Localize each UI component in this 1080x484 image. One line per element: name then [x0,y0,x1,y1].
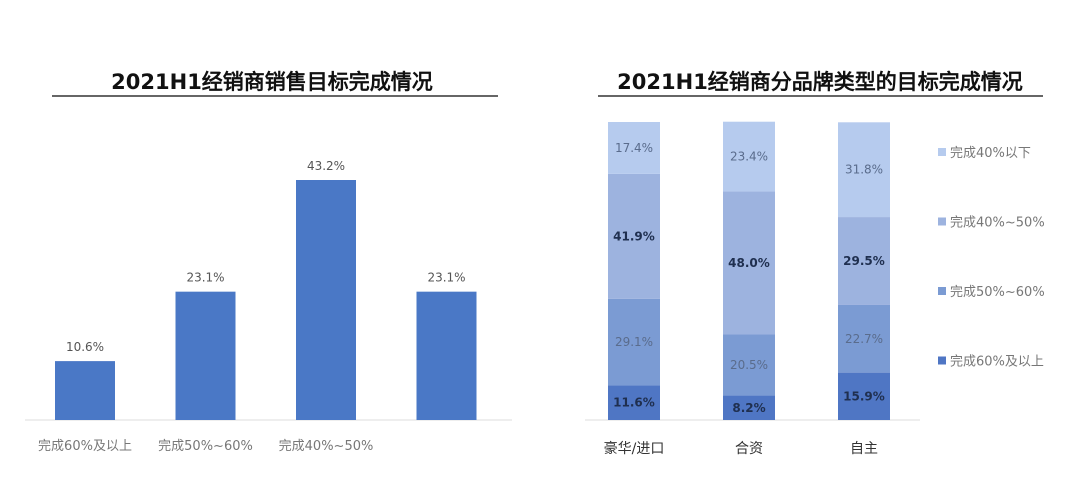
stacked-segment [838,372,890,420]
x-tick-label: 完成40%~50% [279,439,374,454]
data-label: 43.2% [307,159,345,173]
legend-swatch [938,148,946,156]
stacked-segment [608,385,660,420]
stacked-segment [608,298,660,386]
stacked-segment [723,121,775,192]
stacked-segment [608,122,660,174]
data-label: 23.1% [186,271,224,285]
x-tick-label: 合资 [735,441,763,457]
stacked-segment [838,304,890,373]
data-label: 23.4% [730,150,768,164]
x-tick-label: 自主 [850,441,878,457]
data-label: 10.6% [66,340,104,354]
right-chart-title: 2021H1经销商分品牌类型的目标完成情况 [617,70,1023,94]
bar [296,180,356,420]
bar [175,291,236,420]
stacked-segment [723,191,775,335]
data-label: 20.5% [730,358,768,372]
data-label: 48.0% [728,256,770,270]
legend-swatch [938,287,946,295]
legend-swatch [938,356,946,365]
stacked-segment [608,173,660,299]
data-label: 22.7% [845,332,883,346]
legend-label: 完成40%以下 [950,146,1031,161]
x-tick-label: 完成60%及以上 [38,439,132,454]
stacked-segment [838,122,890,218]
data-label: 31.8% [845,163,883,177]
legend-label: 完成40%~50% [950,216,1045,231]
legend-label: 完成50%~60% [950,285,1045,300]
legend-swatch [938,217,946,226]
data-label: 29.5% [843,254,885,268]
x-tick-label: 完成50%~60% [158,439,253,454]
bar [55,361,115,420]
left-chart-title: 2021H1经销商销售目标完成情况 [111,70,433,94]
stacked-segment [723,334,775,396]
x-tick-label: 豪华/进口 [604,441,665,457]
data-label: 17.4% [615,141,653,155]
bar [416,291,477,420]
data-label: 29.1% [615,335,653,349]
stacked-segment [723,395,775,420]
legend-label: 完成60%及以上 [950,355,1044,370]
data-label: 8.2% [732,401,765,415]
data-label: 23.1% [427,271,465,285]
data-label: 15.9% [843,389,885,403]
data-label: 41.9% [613,229,655,243]
stacked-segment [838,217,890,305]
data-label: 11.6% [613,396,655,410]
